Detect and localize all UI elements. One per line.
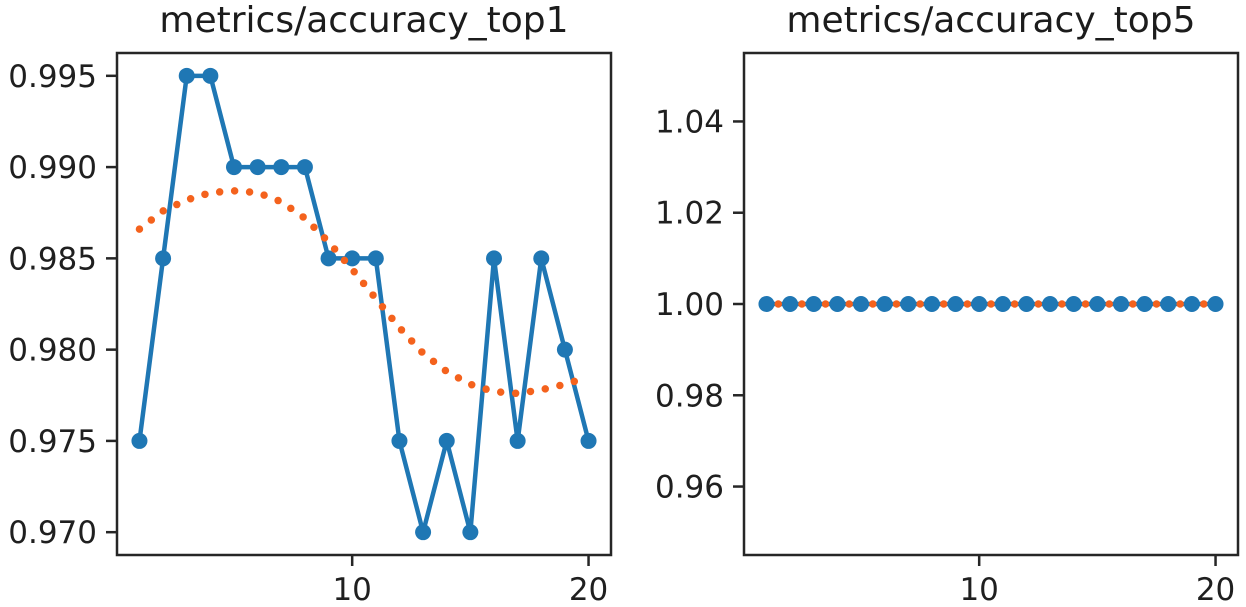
x-tick-label: 20 — [1196, 572, 1235, 607]
plot-area-top1: 0.970 0.975 0.980 0.985 0.990 0.995 10 20 — [8, 51, 613, 607]
chart-title-top5: metrics/accuracy_top5 — [786, 0, 1196, 41]
trend-dotted-line — [135, 187, 593, 398]
y-tick-label: 0.970 — [8, 515, 97, 551]
y-tick-label: 0.985 — [8, 241, 97, 277]
x-axis: 10 20 — [332, 555, 608, 607]
data-point-marker — [580, 432, 597, 449]
series-accuracy — [758, 296, 1224, 312]
data-point-marker — [249, 159, 266, 176]
y-tick-label: 1.00 — [655, 287, 724, 323]
y-tick-label: 0.980 — [8, 333, 97, 369]
y-tick-label: 0.96 — [655, 470, 724, 506]
data-point-marker — [533, 250, 550, 267]
data-point-marker — [273, 159, 290, 176]
x-tick-label: 10 — [332, 572, 371, 607]
data-point-marker — [367, 250, 384, 267]
data-point-marker — [178, 67, 195, 84]
data-point-marker — [415, 524, 432, 541]
y-tick-label: 0.990 — [8, 150, 97, 186]
data-point-marker — [131, 432, 148, 449]
data-point-marker — [202, 67, 219, 84]
chart-accuracy-top1: metrics/accuracy_top1 0.970 0.975 0.980 0.9… — [8, 0, 613, 607]
data-point-marker — [1207, 296, 1224, 312]
data-point-marker — [462, 524, 479, 541]
data-point-marker — [1089, 296, 1106, 312]
series-accuracy — [131, 67, 597, 541]
y-tick-label: 0.975 — [8, 424, 97, 460]
data-point-marker — [509, 432, 526, 449]
y-tick-label: 0.98 — [655, 378, 724, 414]
data-point-marker — [994, 296, 1011, 312]
plot-area-top5: 0.96 0.98 1.00 1.02 1.04 10 20 — [655, 51, 1240, 607]
data-point-marker — [947, 296, 964, 312]
chart-title-top1: metrics/accuracy_top1 — [159, 0, 569, 41]
y-axis: 0.96 0.98 1.00 1.02 1.04 — [655, 104, 744, 506]
data-point-marker — [155, 250, 172, 267]
data-point-marker — [344, 250, 361, 267]
y-axis: 0.970 0.975 0.980 0.985 0.990 0.995 — [8, 59, 117, 551]
x-tick-label: 10 — [959, 572, 998, 607]
data-point-marker — [391, 432, 408, 449]
data-point-marker — [758, 296, 775, 312]
data-point-marker — [1042, 296, 1059, 312]
data-point-marker — [1018, 296, 1035, 312]
data-point-marker — [1136, 296, 1153, 312]
data-point-marker — [829, 296, 846, 312]
data-point-marker — [1113, 296, 1129, 312]
data-point-marker — [438, 432, 455, 449]
data-point-marker — [923, 296, 940, 312]
axis-frame — [115, 51, 613, 557]
data-point-marker — [486, 250, 502, 267]
data-point-marker — [556, 341, 573, 358]
data-point-marker — [805, 296, 822, 312]
data-point-marker — [1160, 296, 1177, 312]
data-point-marker — [226, 159, 242, 176]
data-point-marker — [1065, 296, 1082, 312]
series-smoothed-trend — [135, 187, 593, 398]
y-tick-label: 1.04 — [655, 104, 724, 140]
series-line — [137, 73, 591, 535]
data-point-marker — [876, 296, 893, 312]
data-point-marker — [1183, 296, 1200, 312]
y-tick-label: 0.995 — [8, 59, 97, 95]
data-point-marker — [320, 250, 337, 267]
data-point-marker — [853, 296, 869, 312]
data-point-marker — [971, 296, 988, 312]
y-tick-label: 1.02 — [655, 196, 724, 232]
x-axis: 10 20 — [959, 555, 1235, 607]
data-point-marker — [900, 296, 917, 312]
x-tick-label: 20 — [569, 572, 608, 607]
data-point-marker — [296, 159, 313, 176]
data-point-marker — [782, 296, 799, 312]
chart-accuracy-top5: metrics/accuracy_top5 0.96 0.98 1.00 1.02 1.… — [623, 0, 1246, 607]
